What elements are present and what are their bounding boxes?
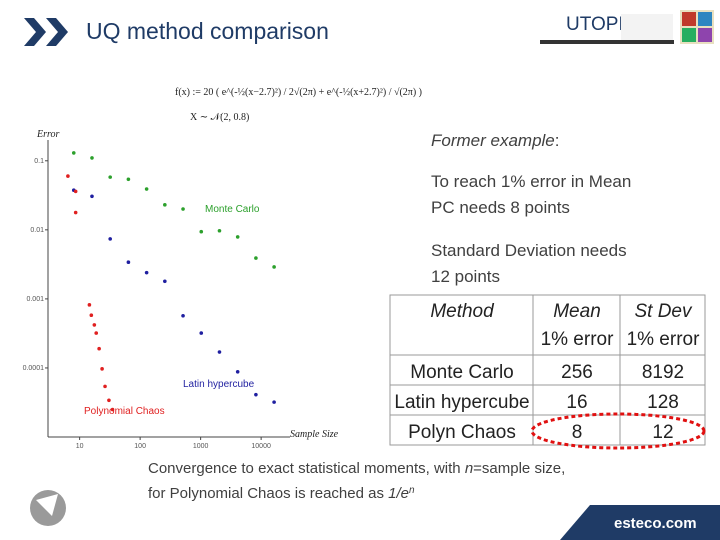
data-point xyxy=(89,313,94,318)
data-point xyxy=(272,400,276,404)
data-point xyxy=(199,331,204,335)
data-point xyxy=(94,331,99,335)
footer-line: for Polynomial Chaos is reached as 1/en xyxy=(148,485,415,503)
text-run: 1/e xyxy=(388,485,409,502)
table-cell: Monte Carlo xyxy=(410,362,514,383)
brand-band xyxy=(560,505,720,540)
data-point xyxy=(108,175,112,179)
table-cell: 128 xyxy=(647,392,679,413)
data-point xyxy=(110,407,115,412)
logo-art xyxy=(540,10,714,44)
table-cell: 16 xyxy=(566,392,587,413)
text-run: 12 points xyxy=(431,267,500,286)
header-chevrons xyxy=(24,18,68,46)
data-point xyxy=(235,235,240,239)
y-tick-label: 0.1 xyxy=(34,158,44,165)
table-cell: 256 xyxy=(561,362,593,383)
text-run: n xyxy=(409,485,415,496)
formula-line: X ∼ 𝒩(2, 0.8) xyxy=(190,112,249,123)
data-point xyxy=(181,313,185,318)
data-point xyxy=(272,265,276,269)
y-tick-label: 0.001 xyxy=(26,296,44,303)
data-point xyxy=(107,398,111,403)
data-point xyxy=(87,303,92,307)
note-line: Standard Deviation needs xyxy=(431,241,627,260)
text-run: =sample size, xyxy=(473,460,565,477)
table-cell: 12 xyxy=(652,422,673,443)
y-tick-label: 0.0001 xyxy=(23,365,45,372)
x-axis-label: Sample Size xyxy=(290,429,339,440)
slide-title: UQ method comparison xyxy=(86,18,329,44)
data-point xyxy=(254,256,258,260)
note-line: To reach 1% error in Mean xyxy=(431,172,631,191)
table-header: Mean xyxy=(553,301,601,322)
table-cell: Latin hypercube xyxy=(394,392,529,413)
data-point xyxy=(217,350,222,354)
x-tick-label: 10 xyxy=(76,443,84,450)
data-point xyxy=(66,174,70,178)
footer-line: Convergence to exact statistical moments… xyxy=(148,460,565,477)
y-tick-label: 0.01 xyxy=(30,227,44,234)
table-header: Method xyxy=(430,301,495,322)
series-label: Polynomial Chaos xyxy=(84,406,165,417)
data-point xyxy=(71,151,76,155)
note-line: Former example: xyxy=(431,131,560,150)
data-point xyxy=(181,207,185,211)
table-header: 1% error xyxy=(541,329,615,350)
brand-text: esteco.com xyxy=(614,515,697,532)
text-run: Former example xyxy=(431,131,555,150)
text-run: for Polynomial Chaos is reached as xyxy=(148,485,388,502)
x-tick-label: 100 xyxy=(134,443,146,450)
table: Method Mean 1% error St Dev 1% error Monte Ca… xyxy=(389,294,706,446)
note-line: PC needs 8 points xyxy=(431,198,570,217)
text-run: n xyxy=(465,460,473,477)
text-run: To reach 1% error in Mean xyxy=(431,172,631,191)
data-point xyxy=(163,203,167,207)
table-cell: 8 xyxy=(572,422,583,443)
data-point xyxy=(144,270,149,275)
data-point xyxy=(235,369,240,374)
data-point xyxy=(254,392,258,397)
text-run: : xyxy=(555,131,560,150)
table-cell: Polyn Chaos xyxy=(408,422,516,443)
data-point xyxy=(199,229,204,234)
data-point xyxy=(92,323,97,327)
data-point xyxy=(97,346,101,351)
footer-text: Convergence to exact statistical moments… xyxy=(148,460,565,502)
x-tick-label: 1000 xyxy=(193,443,209,450)
table-header: St Dev xyxy=(634,301,693,322)
corner-logo xyxy=(30,490,66,526)
x-tick-label: 10000 xyxy=(251,443,271,450)
notes: Former example: To reach 1% error in Mean… xyxy=(431,131,631,286)
formula-line: f(x) := 20 ( e^(-½(x−2.7)²) / 2√(2π) + e… xyxy=(175,87,422,98)
data-point xyxy=(108,237,112,241)
data-point xyxy=(90,156,94,160)
table-header: 1% error xyxy=(627,329,701,350)
highlight-ellipse xyxy=(530,412,706,450)
data-point xyxy=(163,279,167,284)
data-point xyxy=(73,189,78,194)
data-point xyxy=(126,260,131,264)
text-run: PC needs 8 points xyxy=(431,198,570,217)
data-point xyxy=(126,177,131,182)
text-run: Convergence to exact statistical moments… xyxy=(148,460,465,477)
data-point xyxy=(144,187,149,191)
y-axis-label: Error xyxy=(36,129,60,140)
data-point xyxy=(90,194,94,199)
data-point xyxy=(100,367,104,371)
text-run: Standard Deviation needs xyxy=(431,241,627,260)
series-label: Monte Carlo xyxy=(205,204,260,215)
data-point xyxy=(217,228,222,233)
chart: 0.1 0.01 0.001 0.0001 10 100 1000 10000 Monte Ca… xyxy=(23,140,290,450)
series-label: Latin hypercube xyxy=(183,379,255,390)
note-line: 12 points xyxy=(431,267,500,286)
data-point xyxy=(73,210,78,215)
table-cell: 8192 xyxy=(642,362,684,383)
data-point xyxy=(103,384,107,389)
